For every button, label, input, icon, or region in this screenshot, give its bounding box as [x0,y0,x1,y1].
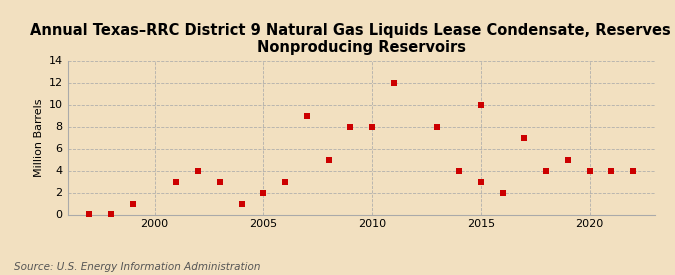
Point [128,201,138,206]
Point [454,168,464,173]
Point [475,102,486,107]
Point [84,212,95,216]
Point [258,190,269,195]
Point [628,168,639,173]
Point [519,135,530,140]
Point [236,201,247,206]
Point [584,168,595,173]
Point [541,168,551,173]
Point [388,80,399,85]
Point [192,168,203,173]
Point [171,179,182,184]
Point [105,212,116,216]
Y-axis label: Million Barrels: Million Barrels [34,98,45,177]
Point [301,113,312,118]
Point [562,157,573,162]
Point [345,124,356,129]
Point [432,124,443,129]
Title: Annual Texas–RRC District 9 Natural Gas Liquids Lease Condensate, Reserves in
No: Annual Texas–RRC District 9 Natural Gas … [30,23,675,55]
Point [606,168,617,173]
Point [215,179,225,184]
Point [497,190,508,195]
Text: Source: U.S. Energy Information Administration: Source: U.S. Energy Information Administ… [14,262,260,272]
Point [367,124,377,129]
Point [475,179,486,184]
Point [323,157,334,162]
Point [279,179,290,184]
